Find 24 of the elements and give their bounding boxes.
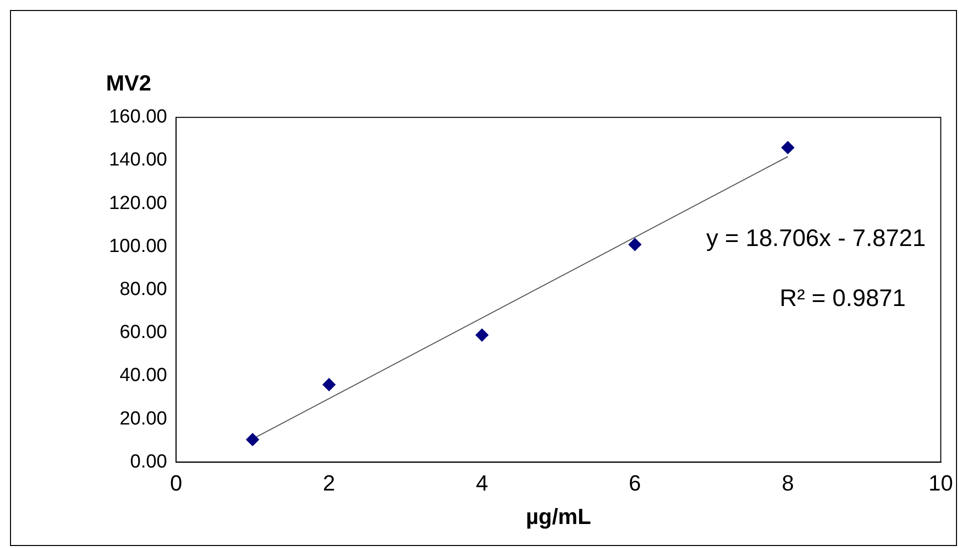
- y-tick-label: 100.00: [108, 236, 168, 257]
- point: [322, 378, 336, 392]
- point: [628, 238, 642, 252]
- y-tick-label: 140.00: [108, 150, 168, 171]
- y-tick-label: 40.00: [120, 365, 168, 386]
- x-tick-label: 10: [928, 470, 954, 496]
- x-tick-label: 2: [322, 470, 336, 496]
- y-tick-label: 160.00: [108, 106, 168, 128]
- point: [475, 328, 488, 342]
- y-tick-label: 20.00: [120, 408, 168, 430]
- annotation: R² = 0.9871: [780, 285, 906, 312]
- chart-title: MV2: [106, 70, 152, 96]
- x-tick-label: 4: [476, 470, 488, 496]
- y-tick-label: 60.00: [120, 322, 168, 344]
- y-tick-label: 80.00: [120, 279, 168, 300]
- x-axis-title: µg/mL: [526, 504, 592, 529]
- x-tick-label: 0: [170, 470, 182, 496]
- y-tick-label: 0.00: [130, 451, 168, 472]
- x-tick-label: 8: [782, 470, 794, 496]
- annotation: y = 18.706x - 7.8721: [706, 225, 926, 252]
- point: [246, 433, 260, 446]
- x-tick-label: 6: [628, 470, 642, 496]
- point: [781, 141, 794, 154]
- y-tick-label: 120.00: [108, 192, 168, 214]
